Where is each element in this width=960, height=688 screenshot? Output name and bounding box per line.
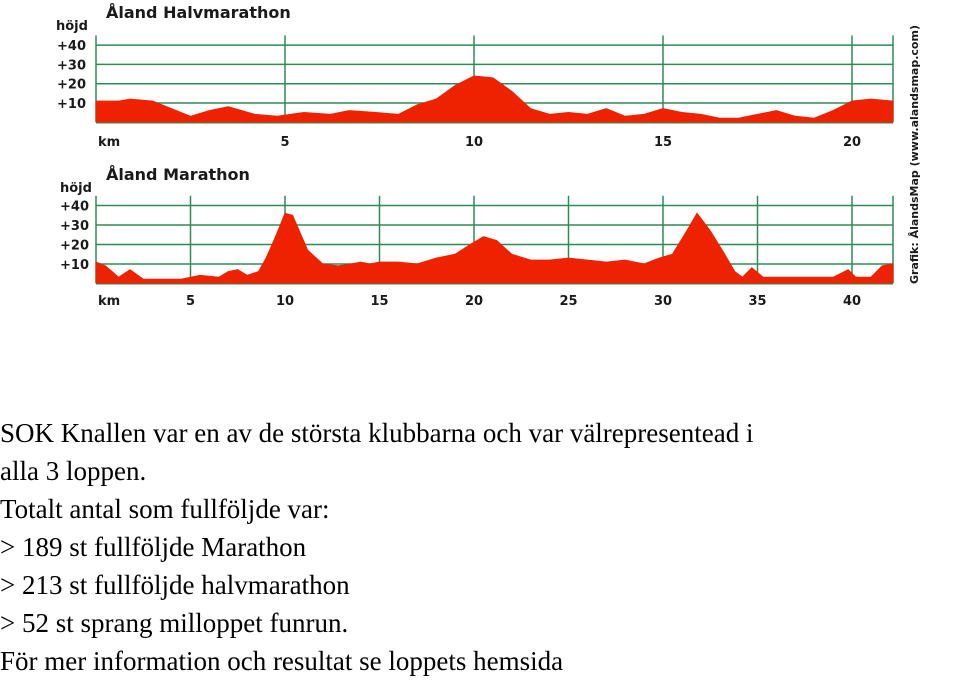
ytick-label: +30	[57, 58, 86, 73]
halvmarathon-plot: +40 +30 +20 +10 5 10 15 20	[57, 35, 894, 150]
xtick-label: 15	[370, 294, 388, 309]
xtick-label: 10	[276, 294, 294, 309]
text-line: > 189 st fullföljde Marathon	[0, 532, 307, 562]
xtick-label: 20	[843, 135, 861, 150]
ytick-label: +40	[57, 39, 86, 54]
ytick-label: +20	[57, 78, 86, 93]
xtick-label: 5	[186, 294, 195, 309]
marathon-chart: Åland Marathon höjd +40 +30 +20 +10 5 10 15 20 2…	[60, 165, 894, 309]
xtick-label: 5	[280, 135, 289, 150]
marathon-plot: +40 +30 +20 +10 5 10 15 20 25 30 35 40	[60, 195, 894, 309]
elevation-area	[95, 212, 894, 284]
marathon-xlabel: km	[98, 294, 120, 309]
xtick-label: 15	[654, 135, 672, 150]
marathon-ylabel: höjd	[60, 181, 92, 196]
ytick-label: +30	[60, 219, 89, 234]
ytick-label: +10	[60, 258, 89, 273]
article-text: SOK Knallen var en av de största klubbar…	[0, 414, 960, 680]
text-line: > 213 st fullföljde halvmarathon	[0, 570, 350, 600]
text-line: Totalt antal som fullföljde var:	[0, 494, 330, 524]
elevation-charts: Åland Halvmarathon höjd +40 +30 +20 +10 5 10 1…	[56, 3, 921, 309]
marathon-title: Åland Marathon	[106, 165, 250, 184]
map-credit: Grafik: ÅlandsMap (www.alandsmap.com)	[908, 25, 921, 284]
xtick-label: 40	[843, 294, 861, 309]
ytick-label: +40	[60, 200, 89, 215]
text-line: > 52 st sprang milloppet funrun.	[0, 608, 349, 638]
text-line: SOK Knallen var en av de största klubbar…	[0, 418, 754, 448]
xtick-label: 35	[748, 294, 766, 309]
halvmarathon-chart: Åland Halvmarathon höjd +40 +30 +20 +10 5 10 1…	[56, 3, 894, 150]
xtick-label: 30	[654, 294, 672, 309]
xtick-label: 25	[559, 294, 577, 309]
ytick-label: +20	[60, 239, 89, 254]
halvmarathon-ylabel: höjd	[56, 19, 88, 34]
xtick-label: 20	[465, 294, 483, 309]
xtick-label: 10	[465, 135, 483, 150]
text-line: alla 3 loppen.	[0, 456, 147, 486]
halvmarathon-title: Åland Halvmarathon	[106, 3, 291, 22]
halvmarathon-xlabel: km	[98, 135, 120, 150]
elevation-area	[95, 75, 894, 123]
text-line: För mer information och resultat se lopp…	[0, 646, 564, 676]
ytick-label: +10	[57, 97, 86, 112]
